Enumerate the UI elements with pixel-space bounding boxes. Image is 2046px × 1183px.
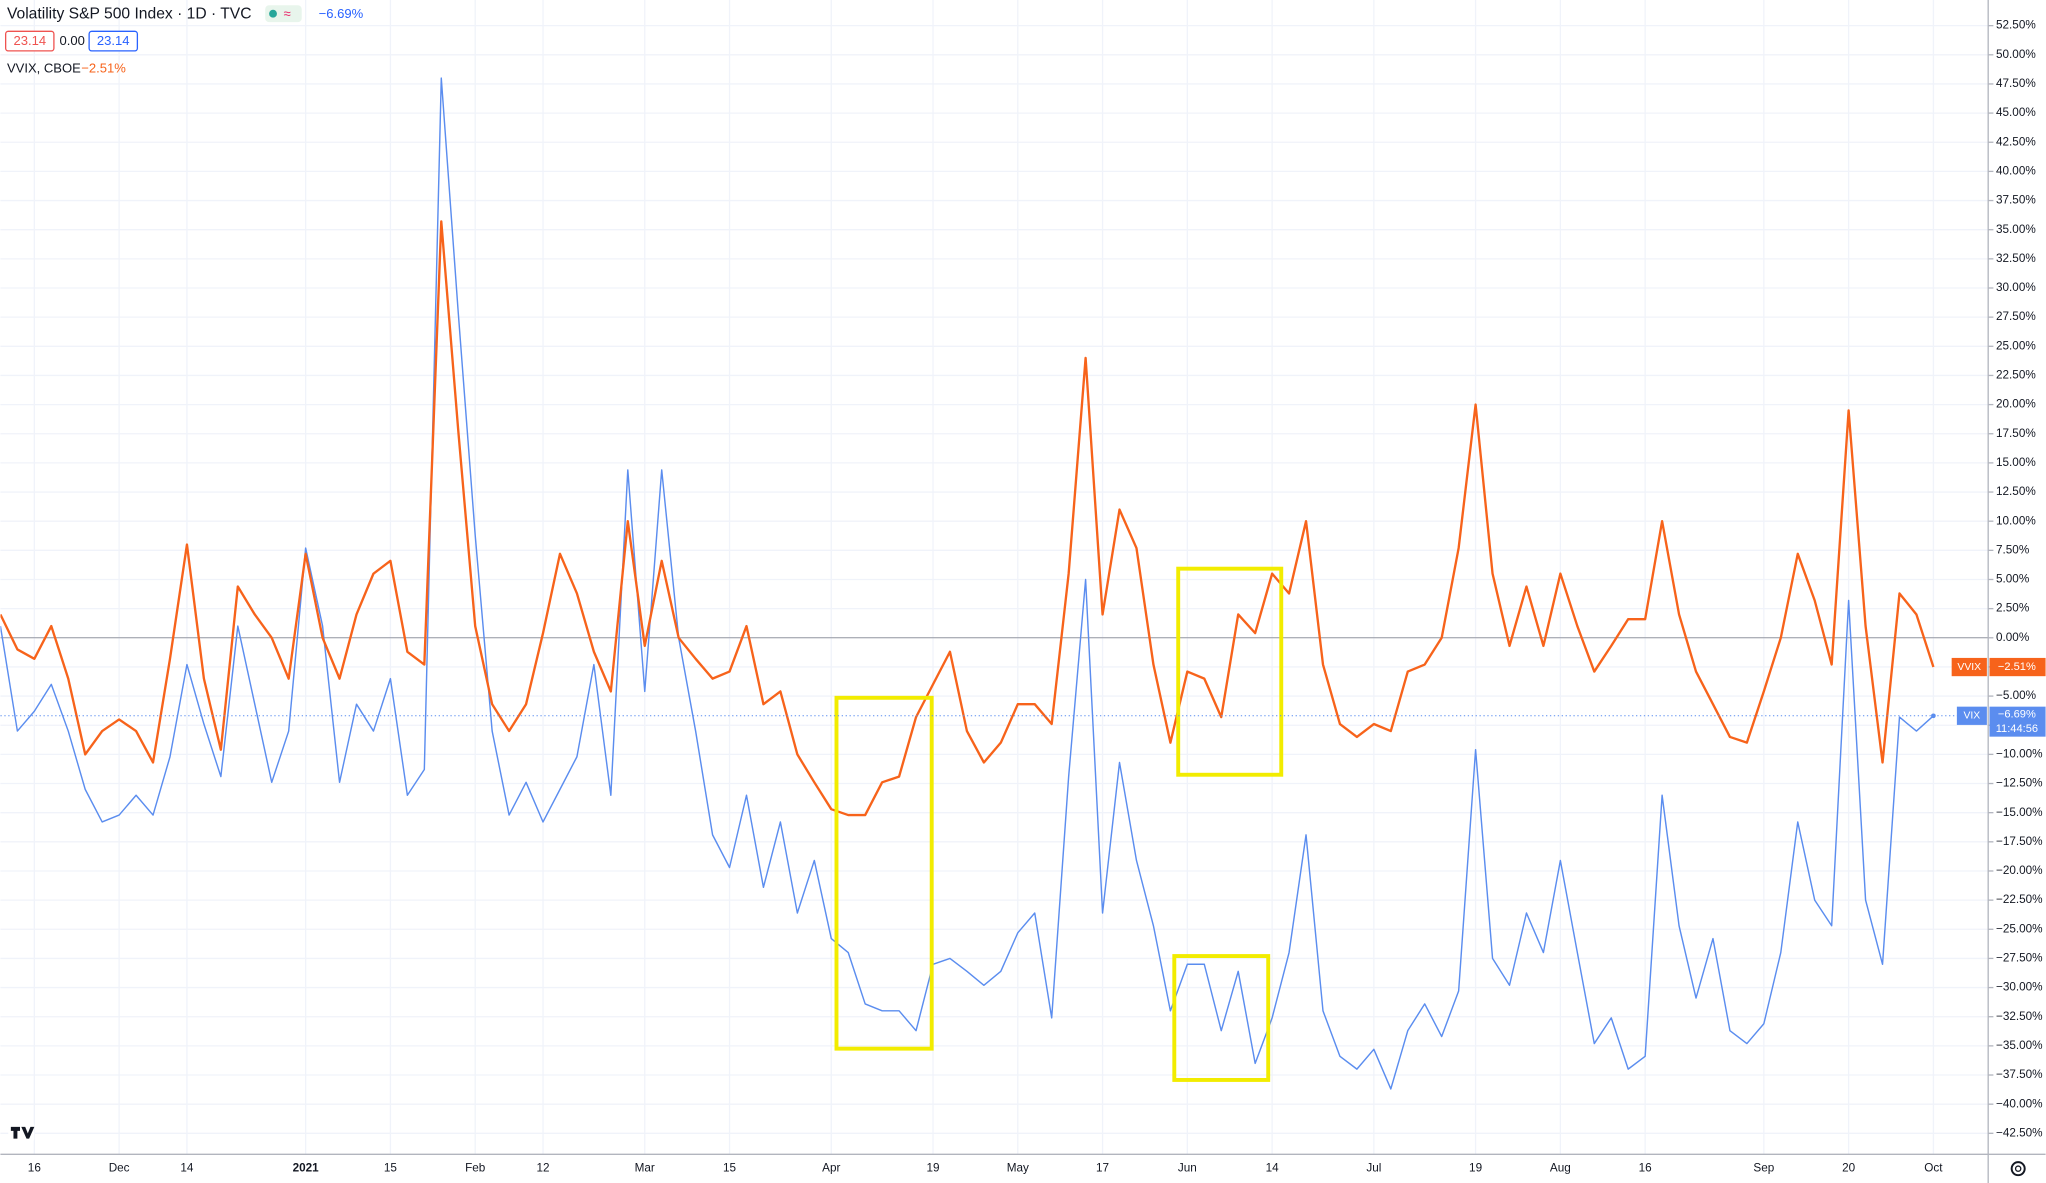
y-tick-label: 50.00% [1996,48,2036,61]
y-tick-label: 30.00% [1996,281,2036,294]
price-badge-value: −6.69% [1998,708,2036,720]
x-tick-label: Feb [465,1162,486,1175]
y-tick-label: 42.50% [1996,135,2036,148]
plot-area [0,77,1935,1090]
y-tick-label: −22.50% [1996,893,2043,906]
y-tick-label: −5.00% [1996,689,2036,702]
y-tick-label: −25.00% [1996,922,2043,935]
y-tick-label: −32.50% [1996,1010,2043,1023]
y-tick-label: 47.50% [1996,77,2036,90]
y-tick-label: −40.00% [1996,1097,2043,1110]
y-tick-label: −12.50% [1996,777,2043,790]
x-tick-label: Aug [1550,1162,1571,1175]
y-tick-label: 52.50% [1996,19,2036,32]
x-tick-label: Sep [1753,1162,1774,1175]
x-tick-label: 19 [1469,1162,1482,1175]
highlight-box [1176,566,1284,777]
price-badge-name [1951,657,1987,677]
y-tick-label: −35.00% [1996,1039,2043,1052]
x-tick-label: 14 [180,1162,194,1175]
x-tick-label: 16 [28,1162,41,1175]
x-tick-label: Dec [109,1162,130,1175]
highlight-box [1172,954,1271,1082]
symbol-change: −6.69% [319,6,364,21]
y-tick-label: 17.50% [1996,427,2036,440]
x-tick-label: 12 [536,1162,549,1175]
price-badge [1989,657,2046,677]
status-dot [269,9,277,18]
price-badge [1989,706,2046,737]
x-tick-label: May [1007,1162,1029,1175]
grid [0,0,1989,1155]
y-tick-label: 22.50% [1996,369,2036,382]
y-tick-label: 7.50% [1996,543,2029,556]
ask-box[interactable] [88,30,139,52]
compare-change: −2.51% [81,61,126,76]
x-tick-label: Jul [1366,1162,1381,1175]
y-tick-label: 27.50% [1996,310,2036,323]
y-tick-label: −15.00% [1996,806,2043,819]
price-badge-name-text: VVIX [1957,662,1981,673]
x-tick-label: 2021 [293,1162,320,1175]
y-tick-label: 20.00% [1996,398,2036,411]
x-tick-label: 17 [1096,1162,1109,1175]
highlight-box [834,695,934,1051]
status-icons[interactable] [265,5,302,23]
y-tick-label: −20.00% [1996,864,2043,877]
x-tick-label: 15 [723,1162,737,1175]
y-tick-label: 25.00% [1996,339,2036,352]
y-tick-label: −37.50% [1996,1068,2043,1081]
y-tick-label: −30.00% [1996,981,2043,994]
y-tick-label: 40.00% [1996,164,2036,177]
x-tick-label: 15 [384,1162,398,1175]
y-tick-label: 45.00% [1996,106,2036,119]
x-tick-label: Jun [1178,1162,1197,1175]
y-tick-label: 0.00% [1996,631,2029,644]
x-tick-label: 20 [1842,1162,1856,1175]
last-value-dot [1931,713,1936,719]
y-tick-label: −27.50% [1996,952,2043,965]
y-tick-label: 10.00% [1996,514,2036,527]
settings-icon[interactable] [2010,1161,2026,1177]
bid-price: 23.14 [13,33,46,48]
tv-logo[interactable] [8,1121,35,1143]
y-tick-label: 35.00% [1996,223,2036,236]
y-tick-label: 32.50% [1996,252,2036,265]
ask-price: 23.14 [97,33,130,48]
price-badge-value: −2.51% [1998,661,2036,673]
y-tick-label: −17.50% [1996,835,2043,848]
status-icon: ≈ [283,6,290,21]
x-tick-label: 14 [1266,1162,1280,1175]
y-tick-label: 5.00% [1996,573,2029,586]
symbol-title[interactable]: Volatility S&P 500 Index · 1D · TVC [7,5,252,22]
x-tick-label: Apr [822,1162,840,1175]
y-tick-label: −10.00% [1996,747,2043,760]
y-tick-label: 15.00% [1996,456,2036,469]
x-tick-label: 19 [926,1162,939,1175]
countdown: 11:44:56 [1996,723,2038,735]
compare-symbol[interactable]: VVIX, CBOE [7,61,81,76]
y-tick-label: 12.50% [1996,485,2036,498]
y-tick-label: 37.50% [1996,194,2036,207]
spread: 0.00 [59,33,84,48]
x-tick-label: Mar [635,1162,655,1175]
x-tick-label: 16 [1639,1162,1652,1175]
series-line [0,220,1935,817]
bid-box[interactable] [4,30,55,52]
y-tick-label: 2.50% [1996,602,2029,615]
price-badge-name-text: VIX [1963,711,1980,722]
y-tick-label: −42.50% [1996,1126,2043,1139]
x-tick-label: Oct [1924,1162,1943,1175]
series-line [0,77,1934,1090]
price-badge-name [1956,706,1987,725]
